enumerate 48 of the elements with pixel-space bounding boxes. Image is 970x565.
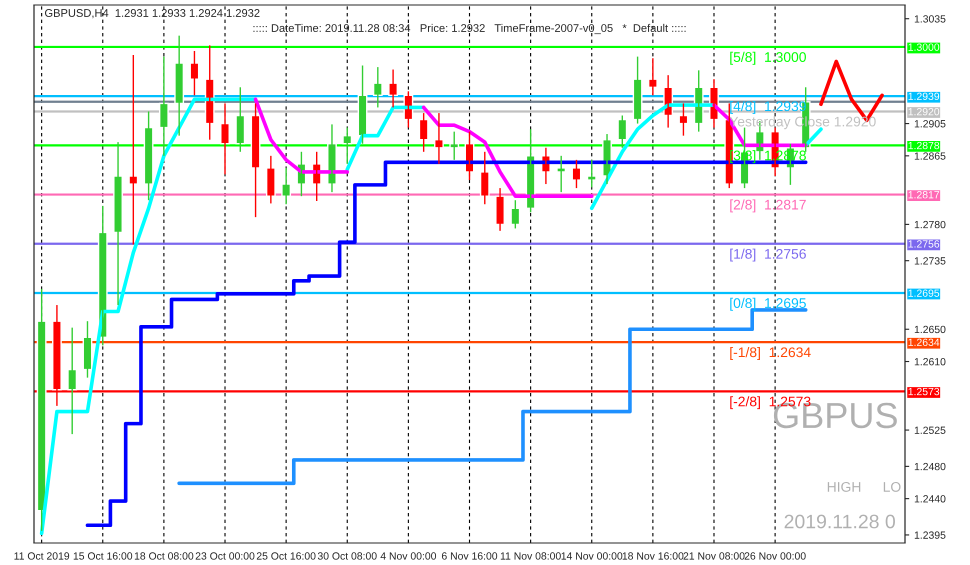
y-tick-label: 1.2735 — [914, 257, 946, 265]
x-tick-label: 26 Nov 00:00 — [744, 552, 806, 560]
ref-line-label: [0/8] 1.2695 — [730, 298, 806, 311]
y2-tick-label: 1.2573 — [908, 388, 940, 396]
annotation: 2019.11.28 0 — [784, 514, 895, 528]
candlestick — [572, 159, 582, 189]
x-tick-label: 21 Nov 08:00 — [684, 552, 745, 560]
y-tick-label: 1.2650 — [914, 326, 946, 334]
y-tick-label: 1.2610 — [914, 358, 946, 366]
annotation: HIGH — [828, 482, 860, 492]
y2-tick-label: 1.3000 — [908, 43, 940, 51]
x-tick-label: 25 Oct 16:00 — [256, 552, 316, 560]
x-tick-label: 6 Nov 16:00 — [442, 552, 498, 560]
y-tick-label: 1.3035 — [914, 15, 946, 23]
candlestick — [190, 50, 200, 96]
x-tick-label: 18 Nov 16:00 — [622, 552, 684, 560]
y2-tick-label: 1.2920 — [908, 108, 940, 116]
ref-line-label: [-1/8] 1.2634 — [730, 346, 811, 360]
y2-tick-label: 1.2817 — [908, 191, 940, 198]
y2-tick-label: 1.2756 — [908, 240, 940, 248]
text: ::::: DateTime: 2019.11.28 08:34 Price: 1.2932 TimeFrame-2007-v0_05 * Default ::::: — [253, 24, 686, 34]
ref-line-label: [5/8] 1.3000 — [730, 52, 806, 65]
y-tick-label: 1.2525 — [914, 426, 946, 434]
ref-line-label: [2/8] 1.2817 — [730, 199, 806, 212]
y-tick-label: 1.2905 — [914, 120, 946, 128]
x-tick-label: 18 Oct 08:00 — [134, 552, 194, 560]
y2-tick-label: 1.2634 — [908, 338, 940, 346]
y2-tick-label: 1.2939 — [908, 92, 940, 100]
x-tick-label: 11 Oct 2019 — [14, 552, 70, 560]
y2-tick-label: 1.2695 — [908, 289, 940, 297]
chart-title: GBPUSD,H4 1.2931 1.2933 1.2924 1.2932 — [45, 9, 260, 18]
x-tick-label: 23 Oct 00:00 — [196, 552, 254, 560]
y2-tick-label: 1.2878 — [908, 142, 940, 150]
x-tick-label: 14 Nov 00:00 — [562, 552, 622, 560]
ref-line-label: [1/8] 1.2756 — [730, 248, 806, 262]
candlestick — [113, 141, 123, 306]
y-tick-label: 1.2440 — [914, 495, 946, 503]
annotation: LO — [884, 482, 901, 492]
x-tick-label: 30 Oct 08:00 — [318, 552, 377, 560]
x-tick-label: 11 Nov 08:00 — [500, 552, 561, 560]
candlestick — [82, 320, 92, 378]
y-tick-label: 1.2480 — [914, 462, 946, 470]
y-tick-label: 1.2865 — [914, 152, 946, 160]
x-tick-label: 4 Nov 00:00 — [380, 552, 436, 560]
y-tick-label: 1.2780 — [914, 220, 946, 228]
candlestick — [220, 102, 230, 176]
y-tick-label: 1.2395 — [914, 531, 946, 539]
x-tick-label: 15 Oct 16:00 — [74, 552, 132, 560]
